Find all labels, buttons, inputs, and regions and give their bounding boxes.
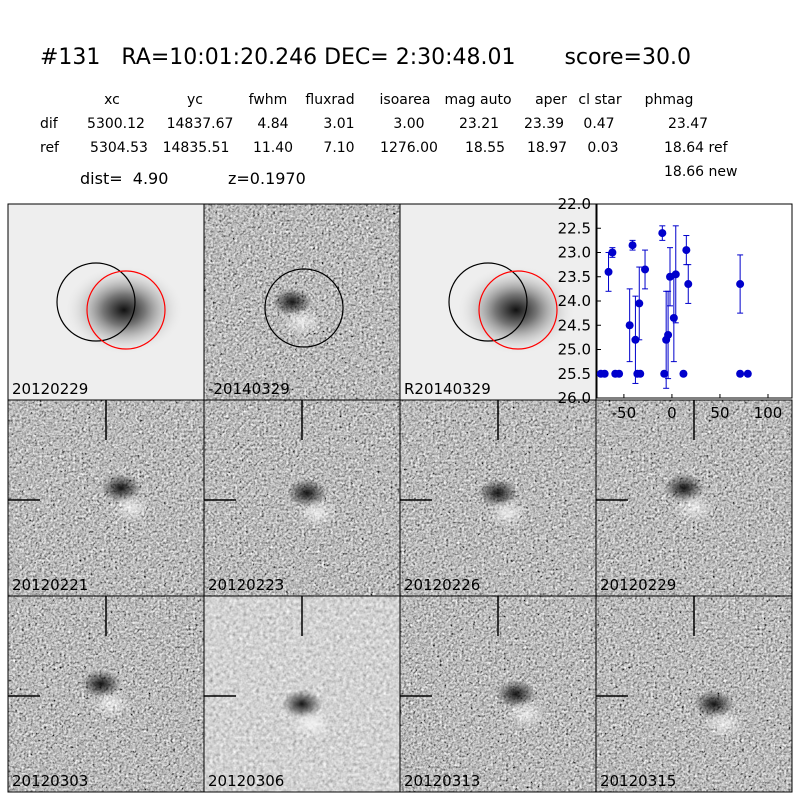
stamp-label: 20120313: [404, 772, 480, 790]
column-header: fwhm: [249, 92, 288, 108]
column-header: xc: [104, 92, 120, 108]
point: [736, 369, 745, 378]
point: [615, 369, 624, 378]
light-blob: [297, 499, 337, 527]
point: [604, 267, 613, 276]
point: [684, 280, 693, 289]
light-blob: [111, 494, 151, 522]
light-blob: [91, 690, 131, 718]
point: [658, 229, 667, 238]
column-header: cl star: [578, 92, 621, 108]
cell: 14837.67: [167, 116, 234, 132]
x-tick-label: -50: [612, 404, 637, 422]
light-blob: [282, 308, 322, 336]
point: [635, 299, 644, 308]
point: [671, 270, 680, 279]
point: [608, 248, 617, 257]
cell: 1276.00: [380, 140, 438, 156]
stamp-label: 20120223: [208, 576, 284, 594]
stamp-label: 20120315: [600, 772, 676, 790]
row-label: dif: [40, 116, 59, 132]
y-tick-label: 25.0: [558, 341, 591, 359]
stamp-label: 20120221: [12, 576, 88, 594]
light-curve: 22.0 22.5 23.0 23.5 24.0 24.5 25.0 25.5 26.0 -50 0…: [558, 195, 793, 422]
aperture-ref: [86, 270, 166, 350]
cell: 23.47: [668, 116, 708, 132]
point: [600, 369, 609, 378]
column-header: fluxrad: [305, 92, 354, 108]
y-tick-label: 22.5: [558, 219, 591, 237]
cell: 18.64 ref: [664, 140, 729, 156]
stamp-label: 20120306: [208, 772, 284, 790]
cell: 0.47: [583, 116, 614, 132]
stamp-label: 20120229: [600, 576, 676, 594]
light-blob: [488, 499, 528, 527]
title: #131 RA=10:01:20.246 DEC= 2:30:48.01 sco…: [40, 45, 691, 70]
stamp-grid: 20120229 -20140329 R20140329 20120221 201202…: [7, 203, 793, 793]
point: [628, 241, 637, 250]
cell: 23.39: [524, 116, 564, 132]
light-blob: [292, 710, 332, 738]
y-tick-label: 25.5: [558, 365, 591, 383]
cell: 11.40: [253, 140, 293, 156]
cell: 0.03: [587, 140, 618, 156]
point: [669, 313, 678, 322]
point: [641, 265, 650, 274]
aperture: [264, 268, 344, 348]
point: [631, 335, 640, 344]
column-header: mag auto: [444, 92, 511, 108]
y-tick-label: 24.0: [558, 292, 591, 310]
stamp-label: 20120229: [12, 380, 88, 398]
cell: 7.10: [323, 140, 354, 156]
column-header: yc: [187, 92, 203, 108]
point: [736, 280, 745, 289]
cell: 3.00: [393, 116, 424, 132]
stamp-label: R20140329: [404, 380, 491, 398]
aperture-ref: [478, 270, 558, 350]
cell: 3.01: [323, 116, 354, 132]
stamp-label: 20120303: [12, 772, 88, 790]
cell: 5304.53: [90, 140, 148, 156]
x-tick-label: 50: [710, 404, 729, 422]
point: [625, 321, 634, 330]
point: [682, 246, 691, 255]
y-tick-label: 23.5: [558, 268, 591, 286]
y-tick-label: 22.0: [558, 195, 591, 213]
point: [664, 330, 673, 339]
row-label: ref: [40, 140, 60, 156]
y-tick-label: 23.0: [558, 244, 591, 262]
plot-area: [596, 203, 793, 399]
x-tick-label: 100: [754, 404, 783, 422]
redshift: z=0.1970: [228, 169, 306, 188]
y-tick-label: 24.5: [558, 316, 591, 334]
cell: 4.84: [257, 116, 288, 132]
light-blob: [674, 494, 714, 522]
stamp-label: 20120226: [404, 576, 480, 594]
light-blob: [704, 710, 744, 738]
column-header: phmag: [645, 92, 694, 108]
column-header: aper: [535, 92, 567, 108]
cell: 18.97: [527, 140, 567, 156]
cell: 23.21: [459, 116, 499, 132]
galaxy: [64, 265, 184, 355]
stamp-label: -20140329: [208, 380, 290, 398]
dist: dist= 4.90: [80, 169, 168, 188]
cell: 5300.12: [87, 116, 145, 132]
aperture: [56, 262, 136, 342]
aperture: [448, 262, 528, 342]
cell: 14835.51: [163, 140, 230, 156]
cell: 18.55: [465, 140, 505, 156]
point: [743, 369, 752, 378]
phmag-new: 18.66 new: [664, 164, 737, 180]
point: [636, 369, 645, 378]
point: [660, 369, 669, 378]
light-blob: [506, 700, 546, 728]
y-tick-label: 26.0: [558, 389, 591, 407]
column-header: isoarea: [380, 92, 431, 108]
x-tick-label: 0: [667, 404, 677, 422]
stamp-frame: [595, 595, 793, 793]
point: [679, 369, 688, 378]
